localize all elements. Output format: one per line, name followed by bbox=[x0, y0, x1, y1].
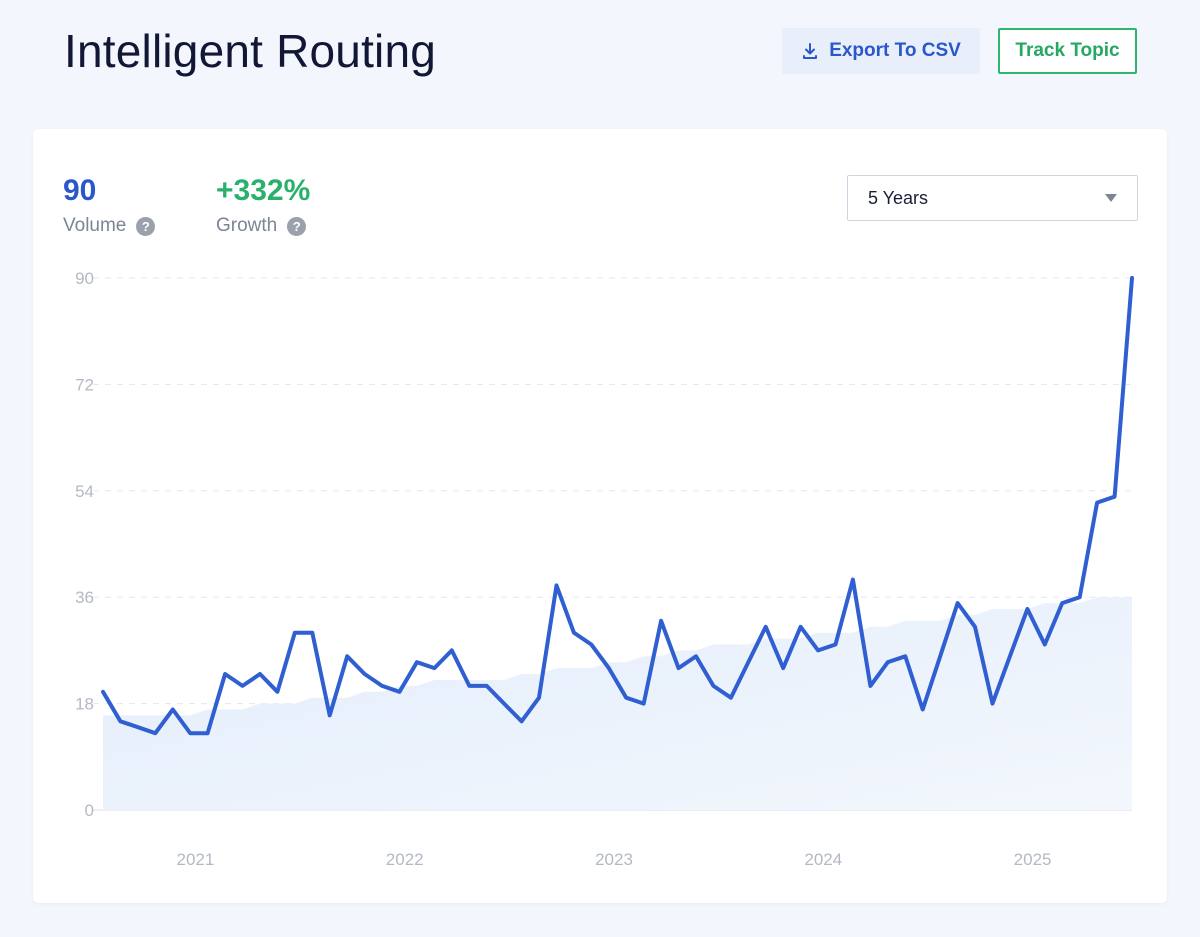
caret-down-icon bbox=[1105, 194, 1117, 202]
help-icon[interactable]: ? bbox=[287, 216, 307, 236]
export-csv-button[interactable]: Export To CSV bbox=[782, 28, 980, 74]
track-topic-button[interactable]: Track Topic bbox=[998, 28, 1137, 74]
volume-value: 90 bbox=[63, 174, 97, 207]
growth-metric: +332% Growth ? bbox=[216, 173, 310, 237]
volume-metric: 90 Volume ? bbox=[63, 173, 156, 237]
track-topic-label: Track Topic bbox=[1015, 40, 1120, 61]
time-range-select[interactable]: 5 Years bbox=[847, 175, 1138, 221]
volume-label: Volume bbox=[63, 215, 127, 236]
page-title: Intelligent Routing bbox=[64, 25, 437, 77]
help-icon[interactable]: ? bbox=[136, 216, 156, 236]
trend-card: 90 Volume ? +332% Growth ? 5 Years bbox=[33, 129, 1167, 903]
time-range-value: 5 Years bbox=[868, 187, 929, 208]
growth-value: +332% bbox=[216, 174, 311, 207]
download-icon bbox=[801, 42, 819, 60]
growth-label: Growth bbox=[216, 215, 278, 236]
export-csv-label: Export To CSV bbox=[829, 40, 961, 61]
